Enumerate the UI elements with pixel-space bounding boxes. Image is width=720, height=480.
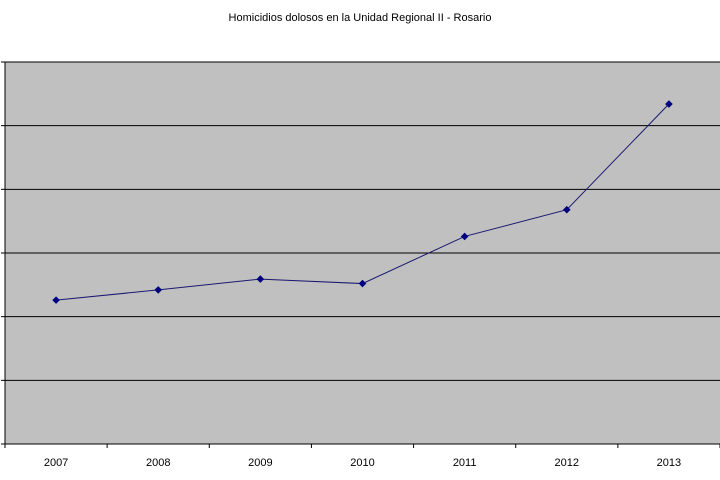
x-tick-label: 2013 xyxy=(657,457,681,469)
chart-title: Homicidios dolosos en la Unidad Regional… xyxy=(228,12,492,24)
data-point-marker xyxy=(256,275,265,283)
data-point-marker xyxy=(460,232,469,241)
x-tick-label: 2012 xyxy=(555,457,579,469)
axes xyxy=(1,61,720,448)
data-point-marker xyxy=(154,286,163,294)
x-tick-label: 2011 xyxy=(453,457,477,469)
x-tick-label: 2008 xyxy=(146,457,170,469)
series-layer xyxy=(52,100,673,304)
data-point-marker xyxy=(358,279,367,288)
x-tick-labels: 2007 2008 2009 2010 2011 2012 2013 xyxy=(44,457,681,469)
x-tick-label: 2009 xyxy=(248,457,272,469)
x-tick-label: 2010 xyxy=(350,457,374,469)
data-point-marker xyxy=(665,100,673,108)
data-point-marker xyxy=(562,205,571,214)
gridlines xyxy=(5,61,720,381)
data-point-marker xyxy=(52,296,60,304)
x-tick-label: 2007 xyxy=(44,457,68,469)
